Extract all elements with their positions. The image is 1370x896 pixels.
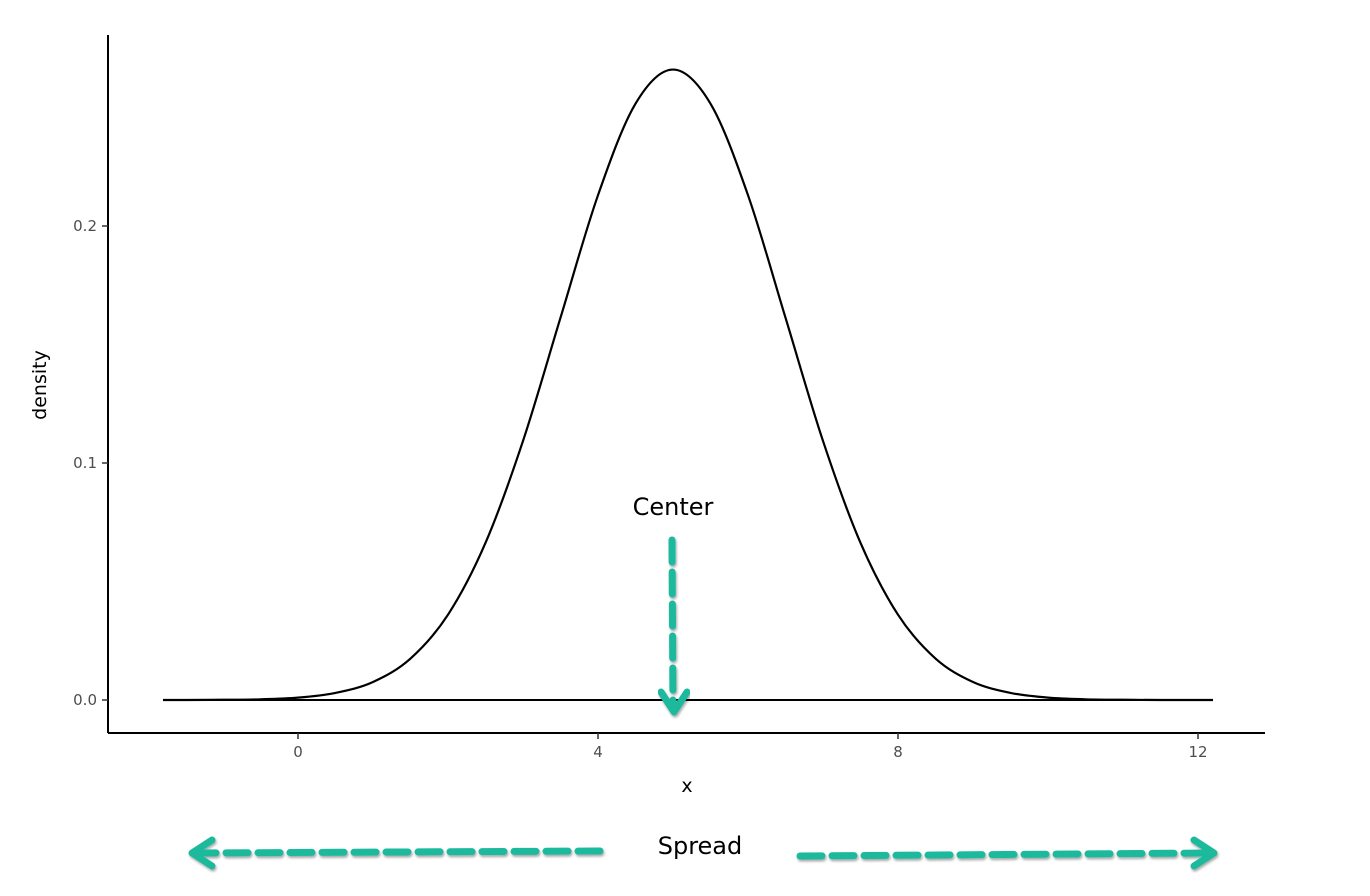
y-tick-label: 0.0 [73,691,97,709]
center-arrow [657,536,691,716]
spread-right-arrow [796,836,1218,870]
x-tick-label: 8 [893,743,903,761]
spread-annotation: Spread [658,832,743,860]
y-tick-label: 0.1 [73,454,97,472]
spread-left-arrow [188,836,604,870]
x-tick-label: 4 [593,743,603,761]
x-axis-label: x [681,775,692,797]
y-axis-label: density [29,350,51,420]
x-tick-label: 12 [1188,743,1207,761]
x-tick-label: 0 [293,743,303,761]
density-curve [162,68,1214,702]
center-annotation: Center [633,493,714,521]
y-tick-label: 0.2 [73,217,97,235]
